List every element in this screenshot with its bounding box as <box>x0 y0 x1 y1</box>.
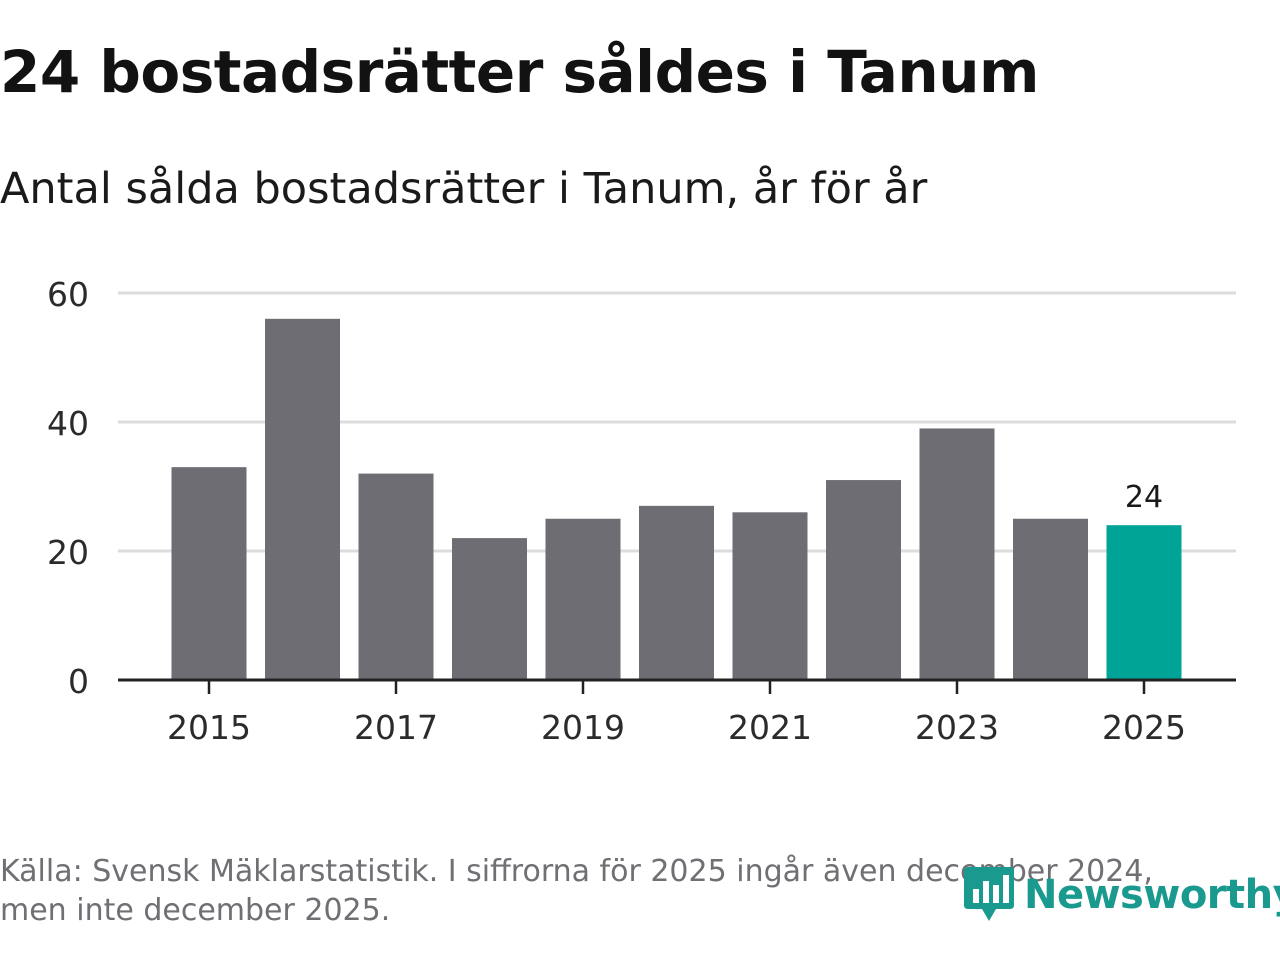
data-label-2025: 24 <box>1125 480 1163 515</box>
x-tick-label: 2021 <box>728 708 812 747</box>
x-tick-label: 2015 <box>167 708 251 747</box>
bar-2022 <box>826 480 901 680</box>
x-tick-label: 2025 <box>1102 708 1186 747</box>
source-line-1: Källa: Svensk Mäklarstatistik. I siffror… <box>0 854 1153 889</box>
logo-text: Newsworthy <box>1024 872 1280 918</box>
x-tick-label: 2019 <box>541 708 625 747</box>
bar-2021 <box>732 512 808 680</box>
bar-2019 <box>545 518 621 680</box>
chart-subtitle: Antal sålda bostadsrätter i Tanum, år fö… <box>0 164 928 214</box>
data-labels: 24 <box>1125 480 1163 515</box>
y-axis-ticks: 0 20 40 60 <box>47 275 89 701</box>
source-note: Källa: Svensk Mäklarstatistik. I siffror… <box>0 852 1220 930</box>
y-tick-label: 0 <box>68 662 89 701</box>
x-axis-ticks: 2015 2017 2019 2021 2023 2025 <box>167 680 1186 747</box>
source-line-2: men inte december 2025. <box>0 893 391 928</box>
bars <box>171 318 1182 680</box>
bar-2018 <box>452 538 527 680</box>
bar-chart: 0 20 40 60 2015 2017 2019 2021 2023 2025 24 <box>47 275 1236 747</box>
newsworthy-logo-icon <box>964 867 1014 921</box>
x-tick-label: 2017 <box>354 708 438 747</box>
y-tick-label: 40 <box>47 404 89 443</box>
bar-2020 <box>639 505 714 680</box>
bar-2023 <box>919 428 995 680</box>
bar-2016 <box>265 318 340 680</box>
x-tick-label: 2023 <box>915 708 999 747</box>
bar-2017 <box>358 473 434 680</box>
newsworthy-logo: Newsworthy <box>962 862 1280 928</box>
y-tick-label: 20 <box>47 533 89 572</box>
bar-2024 <box>1013 518 1088 680</box>
bar-2025 <box>1106 525 1182 680</box>
y-tick-label: 60 <box>47 275 89 314</box>
chart-title: 24 bostadsrätter såldes i Tanum <box>0 38 1039 106</box>
bar-2015 <box>171 467 247 680</box>
